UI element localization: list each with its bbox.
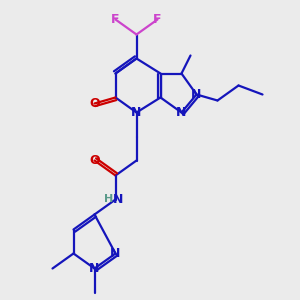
Text: N: N <box>113 193 124 206</box>
Text: N: N <box>176 106 187 119</box>
Text: N: N <box>89 262 100 275</box>
Text: N: N <box>110 247 121 260</box>
Text: O: O <box>89 97 100 110</box>
Text: O: O <box>89 154 100 167</box>
Text: N: N <box>131 106 142 119</box>
Text: N: N <box>191 88 202 101</box>
Text: F: F <box>111 13 120 26</box>
Text: F: F <box>153 13 162 26</box>
Text: H: H <box>104 194 113 205</box>
